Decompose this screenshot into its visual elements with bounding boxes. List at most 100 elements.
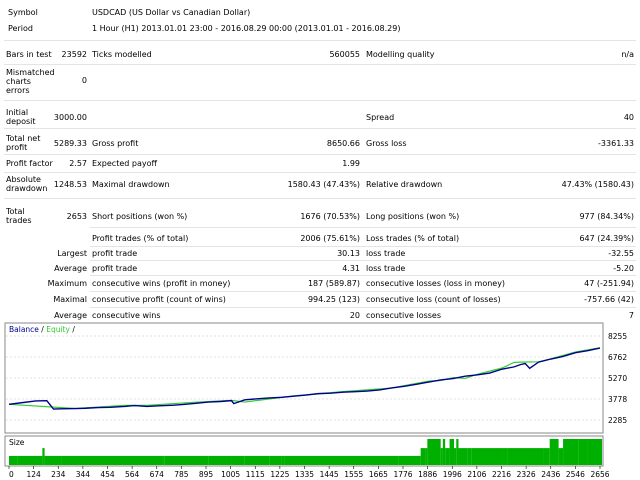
size-bar	[456, 439, 459, 465]
size-bar	[587, 439, 602, 465]
legend: Balance / Equity /	[9, 325, 75, 334]
bars-value: 23592	[61, 50, 87, 59]
x-tick-label: 1335	[295, 470, 314, 479]
trades-value: 2653	[66, 212, 87, 221]
short-label: Short positions (won %)	[92, 212, 188, 221]
divider	[90, 227, 636, 228]
x-tick-label: 564	[125, 470, 140, 479]
x-tick-label: 2326	[517, 470, 536, 479]
pf-value: 2.57	[69, 159, 87, 168]
mismatch-label: Mismatched charts errors	[6, 68, 55, 95]
maximum-label: Maximum	[47, 279, 87, 288]
x-tick-label: 454	[100, 470, 115, 479]
size-bar	[44, 455, 62, 465]
y-tick-label: 6762	[608, 353, 627, 362]
size-bar	[42, 448, 45, 465]
size-bar	[61, 455, 163, 465]
average-label: Average	[54, 264, 87, 273]
netprofit-value: 5289.33	[53, 139, 87, 148]
x-tick-label: 2436	[541, 470, 560, 479]
x-tick-label: 1115	[246, 470, 265, 479]
maxdd-value: 1580.43 (47.43%)	[287, 180, 360, 189]
size-bar	[502, 448, 508, 465]
size-bar	[578, 439, 588, 465]
size-bar	[543, 448, 550, 465]
spread-label: Spread	[366, 113, 395, 122]
symbol-value: USDCAD (US Dollar vs Canadian Dollar)	[92, 8, 251, 17]
x-tick-label: 2656	[590, 470, 609, 479]
size-bar	[269, 455, 282, 465]
size-bar	[471, 448, 503, 465]
x-tick-label: 2216	[492, 470, 511, 479]
size-bar	[425, 448, 428, 465]
size-bar	[440, 448, 443, 465]
y-tick-label: 8255	[608, 332, 627, 341]
y-tick-label: 5270	[608, 374, 627, 383]
period-label: Period	[8, 24, 33, 33]
grossprofit-label: Gross profit	[92, 139, 139, 148]
mcp-label: consecutive profit (count of wins)	[92, 295, 226, 304]
x-tick-label: 1776	[393, 470, 412, 479]
grossloss-label: Gross loss	[366, 139, 407, 148]
pt-label: Profit trades (% of total)	[92, 234, 189, 243]
ticks-value: 560055	[329, 50, 360, 59]
x-axis-ticks: 0 124 234 344 454 564 674 785 895 1005 1115 1225 133…	[8, 466, 610, 479]
size-bar	[549, 439, 559, 465]
mcl-value: 47 (-251.94)	[584, 279, 634, 288]
x-tick-label: 344	[76, 470, 91, 479]
size-bar	[281, 455, 285, 465]
balance-equity-chart: 8255 6762 5270 3778 2285 0 124 234 344 454 564 674…	[4, 322, 627, 479]
quality-value: n/a	[621, 50, 634, 59]
mcw-value: 187 (589.87)	[307, 279, 360, 288]
deposit-label: Initial deposit	[6, 108, 36, 126]
quality-label: Modelling quality	[366, 50, 435, 59]
short-value: 1676 (70.53%)	[300, 212, 360, 221]
x-tick-label: 674	[150, 470, 165, 479]
ll-label: loss trade	[366, 249, 406, 258]
x-tick-label: 234	[51, 470, 66, 479]
deposit-value: 3000.00	[53, 113, 87, 122]
ll-value: -32.55	[608, 249, 634, 258]
y-tick-label: 2285	[608, 416, 627, 425]
al-value: -5.20	[613, 264, 634, 273]
symbol-label: Symbol	[8, 8, 38, 17]
acl-label: consecutive losses	[366, 311, 442, 320]
lp-value: 30.13	[337, 249, 360, 258]
grid	[6, 335, 603, 421]
ep-value: 1.99	[342, 159, 360, 168]
size-bar	[558, 448, 564, 465]
divider	[4, 64, 636, 65]
x-tick-label: 785	[174, 470, 189, 479]
size-bar	[442, 439, 446, 465]
ticks-label: Ticks modelled	[92, 50, 152, 59]
size-bar	[467, 448, 472, 465]
ap-label: profit trade	[92, 264, 138, 273]
size-bar	[208, 455, 232, 465]
maximal-label: Maximal	[53, 295, 87, 304]
y-axis-ticks: 8255 6762 5270 3778 2285	[608, 332, 627, 425]
size-bar	[162, 455, 165, 465]
balance-line	[8, 347, 601, 410]
size-bar	[458, 448, 468, 465]
divider	[4, 172, 636, 173]
bars-label: Bars in test	[6, 50, 52, 59]
mcl-label: consecutive losses (loss in money)	[366, 279, 506, 288]
acl-value: 7	[628, 311, 634, 320]
divider	[90, 260, 636, 261]
size-bar	[427, 439, 441, 465]
divider	[90, 275, 636, 276]
maxdd-label: Maximal drawdown	[92, 180, 170, 189]
netprofit-label: Total net profit	[6, 134, 41, 152]
divider	[4, 128, 636, 129]
series-lines	[8, 347, 601, 410]
mclc-value: -757.66 (42)	[584, 295, 634, 304]
legend-separator: /	[39, 325, 46, 334]
mcp-value: 994.25 (123)	[307, 295, 360, 304]
x-tick-label: 124	[26, 470, 41, 479]
divider	[4, 40, 636, 41]
long-value: 977 (84.34%)	[579, 212, 634, 221]
divider	[4, 100, 636, 101]
x-tick-label: 2106	[467, 470, 486, 479]
legend-separator: /	[70, 325, 75, 334]
size-bar	[420, 448, 426, 465]
